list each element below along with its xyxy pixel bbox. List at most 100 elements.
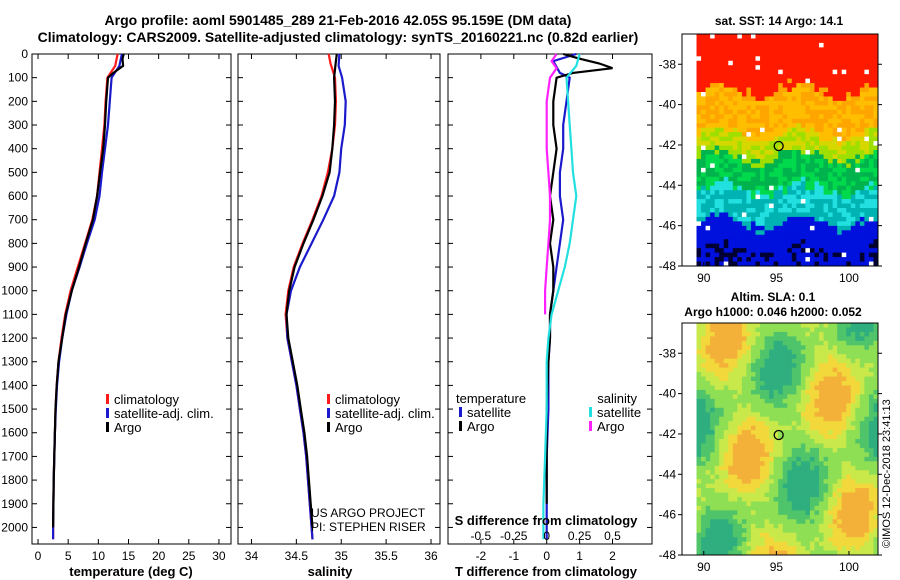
heatmap-cell — [750, 465, 756, 471]
heatmap-cell — [746, 78, 752, 84]
heatmap-cell — [850, 550, 856, 556]
heatmap-cell — [873, 176, 879, 182]
heatmap-cell — [837, 203, 843, 209]
heatmap-cell — [805, 447, 811, 453]
heatmap-cell — [823, 158, 829, 164]
heatmap-cell — [846, 510, 852, 516]
heatmap-cell — [750, 447, 756, 453]
heatmap-cell — [864, 176, 870, 182]
heatmap-cell — [723, 528, 729, 534]
heatmap-cell — [714, 100, 720, 106]
heatmap-cell — [723, 452, 729, 458]
x-tick-label: 95 — [770, 271, 784, 285]
heatmap-cell — [809, 331, 815, 337]
heatmap-cell — [814, 105, 820, 111]
heatmap-cell — [837, 394, 843, 400]
heatmap-cell — [732, 443, 738, 449]
heatmap-cell — [809, 452, 815, 458]
heatmap-cell — [837, 452, 843, 458]
heatmap-cell — [873, 465, 879, 471]
heatmap-cell — [714, 398, 720, 404]
heatmap-cell — [741, 412, 747, 418]
heatmap-cell — [787, 381, 793, 386]
heatmap-cell — [732, 345, 738, 351]
heatmap-cell — [737, 510, 743, 516]
heatmap-cell — [782, 56, 788, 62]
heatmap-cell — [873, 349, 879, 355]
heatmap-cell — [696, 136, 702, 142]
heatmap-cell — [769, 474, 775, 480]
heatmap-cell — [728, 51, 734, 57]
heatmap-cell — [837, 239, 843, 245]
heatmap-cell — [701, 42, 706, 48]
heatmap-cell — [741, 261, 747, 267]
heatmap-cell — [778, 349, 784, 355]
heatmap-cell — [787, 74, 793, 80]
heatmap-cell — [778, 257, 784, 262]
heatmap-cell — [719, 541, 725, 547]
heatmap-cell — [823, 100, 829, 106]
heatmap-cell — [791, 492, 797, 498]
heatmap-cell — [805, 492, 811, 498]
heatmap-cell — [814, 474, 820, 480]
heatmap-cell — [819, 127, 824, 133]
heatmap-cell — [728, 349, 734, 355]
heatmap-cell — [714, 225, 720, 231]
heatmap-cell — [705, 158, 711, 164]
heatmap-cell — [746, 323, 752, 328]
heatmap-cell — [728, 510, 734, 516]
heatmap-cell — [800, 474, 806, 480]
heatmap-cell — [859, 546, 865, 551]
heatmap-cell — [823, 439, 829, 444]
heatmap-cell — [864, 92, 870, 97]
heatmap-cell — [823, 443, 829, 449]
heatmap-cell — [787, 546, 793, 551]
heatmap-cell — [859, 430, 865, 435]
heatmap-cell — [773, 56, 779, 62]
heatmap-cell — [769, 38, 775, 44]
heatmap-cell — [809, 443, 815, 449]
heatmap-cell — [791, 87, 797, 93]
heatmap-cell — [714, 376, 720, 382]
plot-frame — [447, 53, 653, 545]
heatmap-cell — [832, 78, 838, 84]
heatmap-cell — [705, 243, 711, 249]
heatmap-cell — [773, 123, 779, 129]
heatmap-cell — [746, 158, 752, 164]
heatmap-cell — [701, 336, 706, 342]
heatmap-cell — [769, 430, 775, 435]
heatmap-cell — [819, 425, 824, 431]
heatmap-cell — [750, 42, 756, 48]
heatmap-cell — [750, 421, 756, 427]
heatmap-cell — [773, 100, 779, 106]
heatmap-cell — [714, 501, 720, 507]
heatmap-cell — [760, 407, 765, 413]
heatmap-cell — [805, 519, 811, 525]
heatmap-cell — [846, 163, 852, 169]
heatmap-cell — [850, 163, 856, 169]
heatmap-cell — [873, 172, 879, 178]
heatmap-cell — [809, 483, 815, 489]
heatmap-cell — [714, 550, 720, 556]
heatmap-cell — [868, 243, 874, 249]
heatmap-cell — [719, 114, 725, 120]
heatmap-cell — [732, 510, 738, 516]
heatmap-cell — [800, 514, 806, 520]
heatmap-cell — [864, 376, 870, 382]
heatmap-cell — [701, 38, 706, 44]
heatmap-cell — [832, 470, 838, 476]
heatmap-cell — [769, 403, 775, 409]
heatmap-cell — [719, 83, 725, 88]
heatmap-cell — [719, 345, 725, 351]
heatmap-cell — [873, 407, 879, 413]
heatmap-cell — [701, 497, 706, 502]
heatmap-cell — [773, 398, 779, 404]
heatmap-cell — [741, 546, 747, 551]
heatmap-cell — [741, 158, 747, 164]
heatmap-cell — [850, 528, 856, 534]
heatmap-cell — [746, 163, 752, 169]
heatmap-cell — [701, 154, 706, 160]
heatmap-cell — [782, 546, 788, 551]
heatmap-cell — [737, 163, 743, 169]
heatmap-cell — [787, 434, 793, 440]
